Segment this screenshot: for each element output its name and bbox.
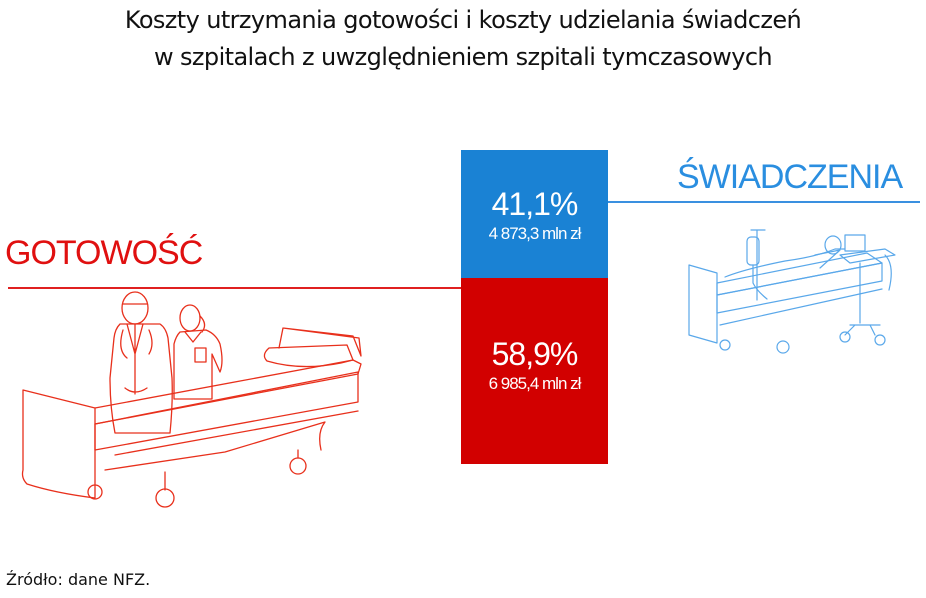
patient-bed-iv-monitor-icon — [688, 229, 896, 354]
chart-title-line-1: Koszty utrzymania gotowości i koszty udz… — [124, 6, 802, 34]
gotowosc-percent: 58,9% — [491, 336, 579, 372]
chart-title-line-2: w szpitalach z uwzględnieniem szpitali t… — [153, 43, 773, 71]
gotowosc-leader-line — [8, 287, 461, 289]
doctor-nurse-empty-bed-icon — [21, 291, 362, 508]
source-note: Źródło: dane NFZ. — [6, 570, 151, 589]
swiadczenia-percent: 41,1% — [491, 186, 579, 222]
bar-segment-swiadczenia: 41,1% 4 873,3 mln zł — [461, 150, 608, 278]
swiadczenia-value: 4 873,3 mln zł — [488, 224, 582, 243]
chart-title: Koszty utrzymania gotowości i koszty udz… — [0, 2, 926, 76]
gotowosc-value: 6 985,4 mln zł — [488, 374, 582, 393]
bar-segment-gotowosc: 58,9% 6 985,4 mln zł — [461, 278, 608, 464]
swiadczenia-leader-line — [608, 201, 920, 203]
gotowosc-label: GOTOWOŚĆ — [5, 234, 203, 272]
swiadczenia-label: ŚWIADCZENIA — [677, 158, 903, 196]
